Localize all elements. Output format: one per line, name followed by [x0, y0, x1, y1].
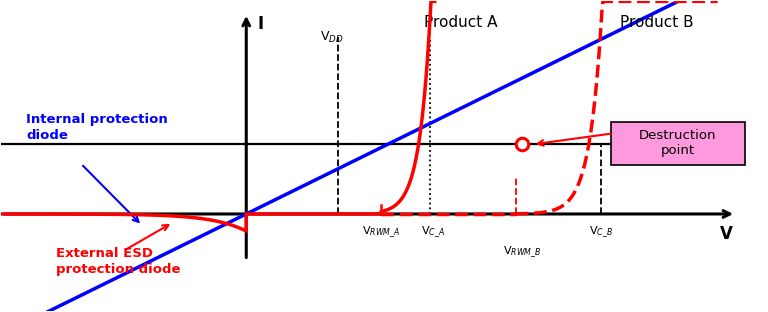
Text: Destruction
point: Destruction point	[639, 129, 717, 158]
Text: External ESD
protection diode: External ESD protection diode	[57, 247, 181, 276]
Text: V$_{C\_B}$: V$_{C\_B}$	[589, 225, 614, 240]
Text: V: V	[720, 225, 733, 243]
Text: I: I	[257, 15, 263, 33]
Text: V$_{RWM\_A}$: V$_{RWM\_A}$	[362, 225, 400, 240]
Text: V$_{DD}$: V$_{DD}$	[320, 30, 344, 45]
Text: V$_{C\_A}$: V$_{C\_A}$	[421, 225, 445, 240]
Text: Product A: Product A	[424, 15, 497, 30]
Text: V$_{RWM\_B}$: V$_{RWM\_B}$	[502, 245, 541, 260]
Text: Product B: Product B	[620, 15, 694, 30]
Text: Internal protection
diode: Internal protection diode	[26, 114, 167, 143]
FancyBboxPatch shape	[611, 122, 744, 165]
